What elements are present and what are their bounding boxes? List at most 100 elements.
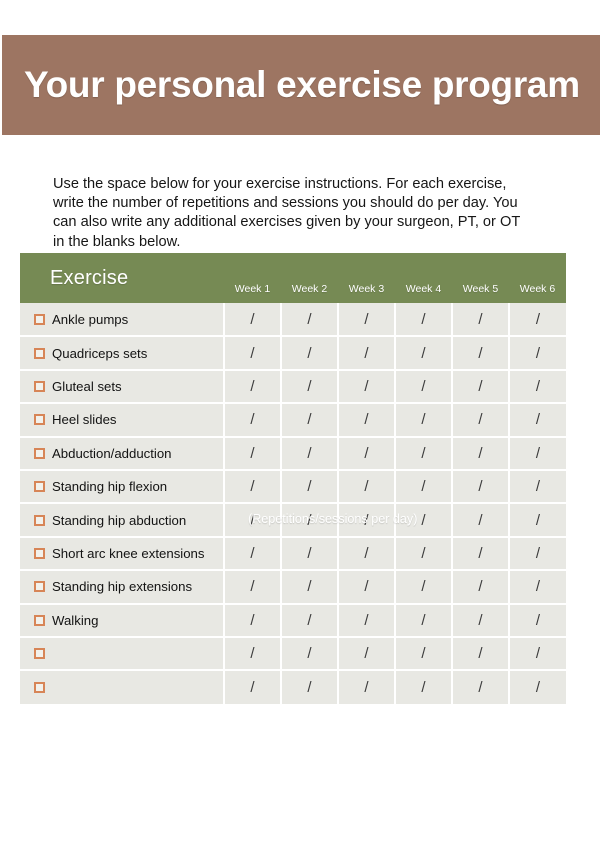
week-6-cell[interactable]: / (509, 570, 566, 605)
week-6-cell[interactable]: / (509, 536, 566, 572)
week-6-cell[interactable]: / (509, 670, 566, 704)
week-6-cell[interactable]: / (509, 603, 566, 638)
week-3-cell[interactable]: / (338, 469, 396, 505)
week-3-cell[interactable]: / (338, 303, 396, 338)
week-3-cell[interactable]: / (338, 436, 396, 471)
checkbox-icon[interactable] (34, 547, 45, 559)
checkbox-icon[interactable] (34, 447, 45, 459)
week-5-cell[interactable]: / (452, 636, 510, 672)
week-2-cell[interactable]: / (281, 403, 339, 438)
week-6-cell[interactable]: / (509, 369, 566, 405)
week-6-cell[interactable]: / (509, 636, 566, 672)
week-1-cell[interactable]: / (224, 436, 282, 471)
week-5-cell[interactable]: / (452, 469, 510, 505)
week-4-cell[interactable]: / (395, 636, 453, 672)
exercise-name-cell[interactable]: Gluteal sets (20, 369, 225, 405)
week-4-cell[interactable]: / (395, 603, 453, 638)
week-4-cell[interactable]: / (395, 536, 453, 572)
exercise-name-cell[interactable] (20, 670, 225, 704)
checkbox-icon[interactable] (34, 581, 45, 593)
exercise-name-cell[interactable]: Standing hip extensions (20, 570, 225, 605)
exercise-name-cell[interactable]: Standing hip flexion (20, 469, 225, 505)
week-5-cell[interactable]: / (452, 536, 510, 572)
week-5-cell[interactable]: / (452, 303, 510, 338)
week-4-cell[interactable]: / (395, 469, 453, 505)
exercise-name-cell[interactable] (20, 636, 225, 672)
week-4-cell[interactable]: / (395, 369, 453, 405)
week-4-cell[interactable]: / (395, 436, 453, 471)
column-header-week-6: Week 6 (519, 283, 556, 295)
exercise-name-cell[interactable]: Heel slides (20, 403, 225, 438)
week-3-cell[interactable]: / (338, 536, 396, 572)
week-1-cell[interactable]: / (224, 403, 282, 438)
week-3-cell[interactable]: / (338, 636, 396, 672)
checkbox-icon[interactable] (34, 514, 45, 526)
week-3-cell[interactable]: / (338, 603, 396, 638)
table-row: / / / / / / (20, 670, 566, 704)
week-1-cell[interactable]: / (224, 670, 282, 704)
week-1-cell[interactable]: / (224, 603, 282, 638)
exercise-name-cell[interactable]: Short arc knee extensions (20, 536, 225, 572)
week-2-cell[interactable]: / (281, 503, 339, 538)
week-5-cell[interactable]: / (452, 503, 510, 538)
week-4-cell[interactable]: / (395, 336, 453, 371)
exercise-name-cell[interactable]: Walking (20, 603, 225, 638)
week-1-cell[interactable]: / (224, 503, 282, 538)
week-5-cell[interactable]: / (452, 670, 510, 704)
week-4-cell[interactable]: / (395, 403, 453, 438)
checkbox-icon[interactable] (34, 614, 45, 626)
checkbox-icon[interactable] (34, 681, 45, 693)
week-4-cell[interactable]: / (395, 570, 453, 605)
week-1-cell[interactable]: / (224, 336, 282, 371)
week-5-cell[interactable]: / (452, 369, 510, 405)
week-1-cell[interactable]: / (224, 303, 282, 338)
checkbox-icon[interactable] (34, 481, 45, 493)
week-2-cell[interactable]: / (281, 469, 339, 505)
week-2-cell[interactable]: / (281, 336, 339, 371)
week-1-cell[interactable]: / (224, 536, 282, 572)
checkbox-icon[interactable] (34, 313, 45, 325)
week-6-cell[interactable]: / (509, 469, 566, 505)
week-6-cell[interactable]: / (509, 436, 566, 471)
week-4-cell[interactable]: / (395, 670, 453, 704)
exercise-name-cell[interactable]: Abduction/adduction (20, 436, 225, 471)
week-5-cell[interactable]: / (452, 570, 510, 605)
checkbox-icon[interactable] (34, 347, 45, 359)
week-1-cell[interactable]: / (224, 636, 282, 672)
week-4-cell[interactable]: / (395, 503, 453, 538)
week-5-cell[interactable]: / (452, 436, 510, 471)
week-2-cell[interactable]: / (281, 303, 339, 338)
week-3-cell[interactable]: / (338, 336, 396, 371)
week-2-cell[interactable]: / (281, 670, 339, 704)
week-3-cell[interactable]: / (338, 670, 396, 704)
week-5-cell[interactable]: / (452, 603, 510, 638)
week-2-cell[interactable]: / (281, 570, 339, 605)
week-2-cell[interactable]: / (281, 536, 339, 572)
week-3-cell[interactable]: / (338, 570, 396, 605)
week-1-cell[interactable]: / (224, 469, 282, 505)
week-6-cell[interactable]: / (509, 503, 566, 538)
week-3-cell[interactable]: / (338, 503, 396, 538)
week-2-cell[interactable]: / (281, 603, 339, 638)
exercise-name-cell[interactable]: Standing hip abduction (20, 503, 225, 538)
week-6-cell[interactable]: / (509, 336, 566, 371)
week-2-cell[interactable]: / (281, 436, 339, 471)
week-2-cell[interactable]: / (281, 636, 339, 672)
exercise-name-cell[interactable]: Quadriceps sets (20, 336, 225, 371)
checkbox-icon[interactable] (34, 380, 45, 392)
reps-sessions-slash: / (421, 678, 426, 696)
week-5-cell[interactable]: / (452, 403, 510, 438)
week-2-cell[interactable]: / (281, 369, 339, 405)
week-1-cell[interactable]: / (224, 369, 282, 405)
reps-sessions-slash: / (250, 511, 255, 529)
week-1-cell[interactable]: / (224, 570, 282, 605)
week-4-cell[interactable]: / (395, 303, 453, 338)
week-3-cell[interactable]: / (338, 369, 396, 405)
week-5-cell[interactable]: / (452, 336, 510, 371)
week-3-cell[interactable]: / (338, 403, 396, 438)
week-6-cell[interactable]: / (509, 403, 566, 438)
week-6-cell[interactable]: / (509, 303, 566, 338)
checkbox-icon[interactable] (34, 414, 45, 426)
exercise-name-cell[interactable]: Ankle pumps (20, 303, 225, 338)
checkbox-icon[interactable] (34, 648, 45, 660)
